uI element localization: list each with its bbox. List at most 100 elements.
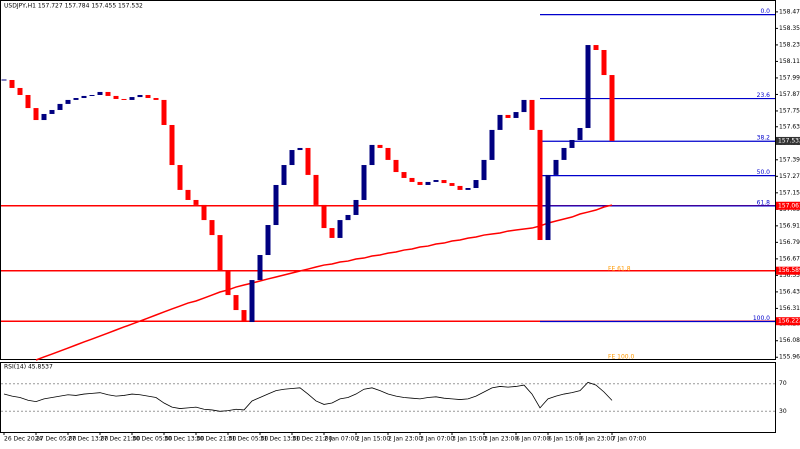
candle	[505, 114, 511, 118]
candle	[145, 94, 151, 99]
x-tick-label: 27 Dec 13:00	[68, 436, 109, 443]
moving-average	[35, 204, 613, 361]
candle	[473, 180, 479, 189]
y-tick-label: 155.960	[779, 354, 800, 361]
candle	[609, 75, 615, 141]
x-tick-label: 30 Dec 21:00	[196, 436, 237, 443]
candle	[449, 183, 455, 186]
candle	[361, 165, 367, 200]
y-tick-label: 158.350	[779, 25, 800, 32]
x-tick-label: 2 Jan 15:00	[356, 436, 390, 443]
fe-label: FE 61.8	[608, 266, 631, 273]
x-tick-label: 30 Dec 13:00	[164, 436, 205, 443]
y-tick-label: 156.315	[779, 305, 800, 312]
candle	[417, 181, 423, 185]
candle	[529, 99, 535, 130]
x-tick-label: 27 Dec 21:00	[100, 436, 141, 443]
candle	[425, 181, 431, 185]
level-tag	[776, 266, 800, 275]
price-pane	[0, 0, 776, 360]
candle	[521, 99, 527, 113]
candle	[409, 177, 415, 182]
candle	[185, 189, 191, 200]
candle	[241, 310, 247, 323]
candle	[313, 174, 319, 205]
candle	[329, 228, 335, 238]
x-tick-label: 27 Dec 05:00	[36, 436, 77, 443]
x-tick-label: 2 Jan 23:00	[388, 436, 422, 443]
fib-label: 50.0	[757, 169, 771, 176]
candle	[497, 114, 503, 130]
candle	[217, 235, 223, 271]
candle	[65, 99, 71, 104]
y-tick-label: 158.470	[779, 8, 800, 15]
candle	[193, 199, 199, 205]
candle	[33, 108, 39, 121]
candle	[169, 124, 175, 166]
candle	[89, 94, 95, 96]
y-tick-label: 157.275	[779, 173, 800, 180]
candle	[177, 165, 183, 190]
candle	[393, 159, 399, 173]
fib-label: 0.0	[760, 8, 770, 15]
candle	[585, 45, 591, 129]
y-tick-label: 158.230	[779, 41, 800, 48]
candle	[265, 225, 271, 256]
rsi-tick-label: 30	[779, 408, 787, 415]
y-tick-label: 157.155	[779, 189, 800, 196]
candle	[513, 112, 519, 118]
candle	[25, 94, 31, 109]
candle	[297, 147, 303, 151]
x-tick-label: 31 Dec 05:00	[228, 436, 269, 443]
x-tick-label: 26 Dec 2024	[4, 436, 43, 443]
x-tick-label: 7 Jan 07:00	[612, 436, 646, 443]
y-tick-label: 156.915	[779, 222, 800, 229]
candle	[17, 87, 23, 95]
level-tag	[776, 201, 800, 210]
candle	[345, 214, 351, 221]
rsi-title: RSI(14) 45.8537	[4, 364, 53, 371]
x-tick-label: 2 Jan 07:00	[324, 436, 358, 443]
price-tag	[776, 136, 800, 145]
candle	[433, 180, 439, 182]
candle	[377, 144, 383, 148]
y-tick-label: 158.110	[779, 58, 800, 65]
candle	[489, 129, 495, 160]
fib-label: 100.0	[753, 315, 770, 322]
candle	[201, 204, 207, 221]
y-tick-label: 156.080	[779, 337, 800, 344]
candle	[97, 91, 103, 95]
candle	[369, 144, 375, 166]
rsi-tick-label: 70	[779, 380, 787, 387]
y-tick-label: 157.750	[779, 107, 800, 114]
candle	[257, 255, 263, 281]
candle	[153, 98, 159, 100]
y-tick-label: 157.395	[779, 156, 800, 163]
chart-title: USDJPY,H1 157.727 157.784 157.455 157.53…	[4, 3, 143, 10]
y-tick-label: 157.990	[779, 74, 800, 81]
level-label: 156.222	[778, 318, 800, 325]
candle	[401, 172, 407, 178]
x-tick-label: 6 Jan 07:00	[516, 436, 550, 443]
x-tick-label: 6 Jan 23:00	[580, 436, 614, 443]
candle	[161, 99, 167, 125]
x-tick-label: 3 Jan 15:00	[452, 436, 486, 443]
y-tick-label: 157.635	[779, 123, 800, 130]
candle	[41, 113, 47, 121]
y-tick-label: 156.555	[779, 272, 800, 279]
candle	[569, 139, 575, 148]
candle	[113, 95, 119, 99]
y-tick-label: 156.675	[779, 255, 800, 262]
candle	[281, 165, 287, 185]
candle	[121, 98, 127, 100]
y-tick-label: 156.795	[779, 239, 800, 246]
candle	[233, 295, 239, 311]
candle	[561, 147, 567, 160]
level-label: 156.589	[778, 267, 800, 274]
y-tick-label: 156.435	[779, 288, 800, 295]
candle	[441, 180, 447, 184]
candle	[305, 147, 311, 175]
y-tick-label: 157.870	[779, 91, 800, 98]
candle	[73, 98, 79, 100]
